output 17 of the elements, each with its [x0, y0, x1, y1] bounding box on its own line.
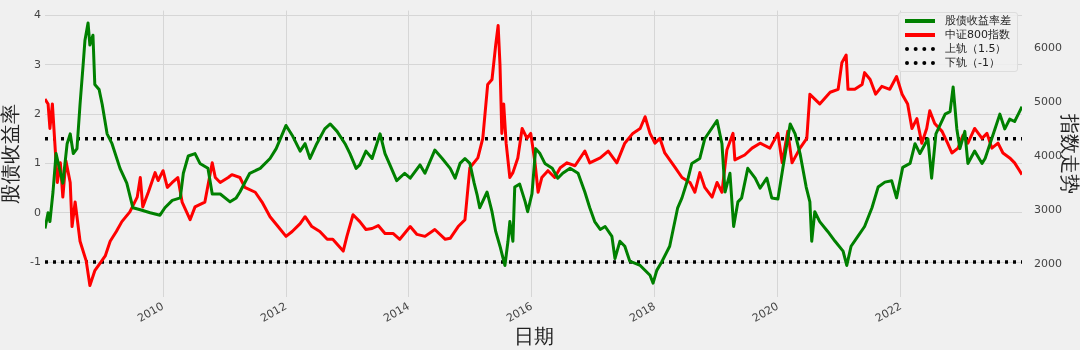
- legend-label: 中证800指数: [945, 27, 1010, 43]
- y2-tick-label: 5000: [1034, 94, 1062, 108]
- y-tick-label: 3: [34, 57, 41, 71]
- legend-label: 股债收益率差: [945, 13, 1011, 29]
- y-tick-label: 4: [34, 8, 41, 22]
- y2-tick-label: 4000: [1034, 149, 1062, 163]
- y-axis-title: 股债收益率: [0, 103, 23, 204]
- legend-label: 下轨（-1）: [945, 55, 1000, 71]
- legend-label: 上轨（1.5）: [945, 41, 1007, 57]
- y-tick-label: 1: [34, 156, 41, 170]
- y2-tick-label: 2000: [1034, 257, 1062, 271]
- y-tick-label: -1: [30, 254, 41, 268]
- y-tick-label: 0: [34, 205, 41, 219]
- y-tick-label: 2: [34, 106, 41, 120]
- y2-tick-label: 3000: [1034, 203, 1062, 217]
- y2-tick-label: 6000: [1034, 40, 1062, 54]
- x-axis-title: 日期: [513, 324, 554, 349]
